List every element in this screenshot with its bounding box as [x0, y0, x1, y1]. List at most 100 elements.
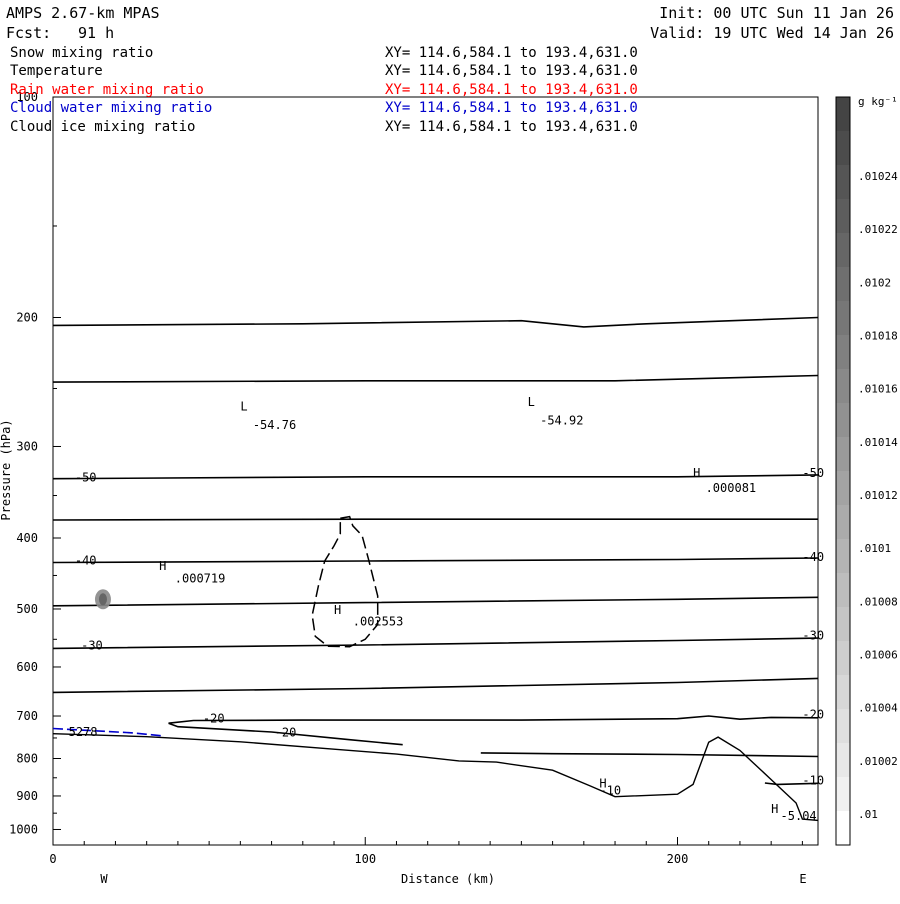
legend-name-cloud-ice: Cloud ice mixing ratio	[10, 119, 195, 135]
colorbar-label: .01008	[858, 595, 898, 608]
contour-annotation: -5.04	[781, 809, 817, 823]
y-tick-label: 500	[16, 602, 38, 616]
contour-annotation: .000081	[706, 481, 757, 495]
contour-annotation: 5278	[69, 725, 98, 739]
snow-patch	[94, 589, 111, 610]
colorbar-label: .01014	[858, 436, 898, 449]
colorbar-swatch	[836, 641, 850, 676]
y-tick-label: 300	[16, 439, 38, 453]
y-tick-label: 600	[16, 660, 38, 674]
colorbar-label: .01016	[858, 383, 898, 396]
temperature-contour-line	[52, 474, 819, 480]
colorbar-swatch	[836, 403, 850, 438]
contour-annotation: H	[159, 559, 166, 573]
colorbar-label: .0102	[858, 276, 891, 289]
temperature-contour-line	[52, 316, 819, 328]
colorbar-swatch	[836, 369, 850, 404]
colorbar-swatch	[836, 335, 850, 370]
legend-xy-rain: XY= 114.6,584.1 to 193.4,631.0	[385, 82, 638, 98]
colorbar-swatch	[836, 131, 850, 166]
contour-annotation: -20	[802, 708, 824, 722]
colorbar-label: .01	[858, 808, 878, 821]
legend-name-rain: Rain water mixing ratio	[10, 82, 204, 98]
model-title: AMPS 2.67-km MPAS	[6, 4, 160, 22]
colorbar-swatch	[836, 539, 850, 574]
terrain-line	[52, 733, 819, 822]
forecast-label: Fcst:	[6, 24, 51, 42]
colorbar-swatch	[836, 675, 850, 710]
cloud-ice-contour-line	[311, 515, 379, 648]
axis-ticks: 100 200 300 400 500 600 700 800 900 1000 0 100 200	[9, 90, 803, 866]
legend-name-cloud-water: Cloud water mixing ratio	[10, 100, 212, 116]
contour-annotation: -30	[802, 628, 824, 642]
y-tick-label: 700	[16, 709, 38, 723]
y-tick-label: 400	[16, 531, 38, 545]
colorbar-swatch	[836, 233, 850, 268]
contour-annotation: L	[528, 395, 535, 409]
colorbar-label: .01004	[858, 702, 898, 715]
colorbar-label: .01002	[858, 755, 898, 768]
colorbar-label: .01006	[858, 649, 898, 662]
legend-name-temperature: Temperature	[10, 63, 103, 79]
contour-annotation: -10	[802, 773, 824, 787]
temperature-contour-line	[764, 782, 819, 786]
contour-annotation: -10	[599, 784, 621, 798]
x-tick-label: 0	[49, 852, 56, 866]
colorbar-swatch	[836, 199, 850, 234]
contour-annotation: H	[334, 603, 341, 617]
legend-xy-temperature: XY= 114.6,584.1 to 193.4,631.0	[385, 63, 638, 79]
contour-annotation: -50	[75, 471, 97, 485]
colorbar: g kg⁻¹ .01024 .01022 .0102 .01018 .01016 .010…	[835, 95, 898, 846]
temperature-contour-line	[52, 596, 819, 607]
colorbar-swatch	[836, 165, 850, 200]
colorbar-swatch	[836, 97, 850, 132]
contour-annotation: -40	[802, 550, 824, 564]
contour-annotation: -20	[275, 726, 297, 740]
colorbar-swatch	[836, 743, 850, 778]
temperature-contours	[52, 316, 819, 786]
colorbar-swatch	[836, 437, 850, 472]
colorbar-swatch	[836, 607, 850, 642]
terrain-outline	[52, 733, 819, 822]
west-label: W	[100, 872, 108, 886]
contour-annotation: -40	[75, 554, 97, 568]
cloud-ice-contour	[311, 515, 379, 648]
plot-frame	[52, 96, 819, 846]
contour-annotation: .000719	[175, 571, 226, 585]
x-tick-label: 200	[667, 852, 689, 866]
colorbar-swatch	[836, 709, 850, 744]
cloud-water-contour	[52, 727, 163, 737]
init-time: Init: 00 UTC Sun 11 Jan 26	[659, 4, 894, 22]
y-tick-label: 900	[16, 789, 38, 803]
contour-annotation: -50	[802, 466, 824, 480]
colorbar-frame	[835, 96, 851, 846]
contour-annotation: H	[599, 777, 606, 791]
legend-xy-snow: XY= 114.6,584.1 to 193.4,631.0	[385, 45, 638, 61]
colorbar-swatch	[836, 573, 850, 608]
legend-xy-cloud-ice: XY= 114.6,584.1 to 193.4,631.0	[385, 119, 638, 135]
colorbar-label: .0101	[858, 542, 891, 555]
temperature-contour-line	[52, 637, 819, 650]
temperature-contour-line	[168, 715, 819, 724]
temperature-contour-line	[52, 677, 819, 694]
temperature-contour-line	[52, 557, 819, 564]
legend-xy-cloud-water: XY= 114.6,584.1 to 193.4,631.0	[385, 100, 638, 116]
contour-annotations: L-54.76L-54.92H.000081H.000719H.002553H-…	[69, 395, 824, 823]
y-tick-label: 100	[16, 90, 38, 104]
colorbar-swatch	[836, 471, 850, 506]
colorbar-swatch	[836, 811, 850, 846]
contour-annotation: -20	[203, 711, 225, 725]
temperature-contour-line	[168, 722, 403, 746]
legend-name-snow: Snow mixing ratio	[10, 45, 153, 61]
y-tick-label: 1000	[9, 822, 38, 836]
x-axis-label: Distance (km)	[401, 872, 495, 886]
colorbar-label: .01012	[858, 489, 898, 502]
colorbar-label: .01018	[858, 330, 898, 343]
y-axis-label: Pressure (hPa)	[0, 419, 13, 520]
colorbar-swatch	[836, 777, 850, 812]
legend: Snow mixing ratio XY= 114.6,584.1 to 193…	[10, 45, 638, 135]
x-tick-label: 100	[354, 852, 376, 866]
cloud-water-contour-line	[52, 727, 163, 737]
east-label: E	[799, 872, 806, 886]
